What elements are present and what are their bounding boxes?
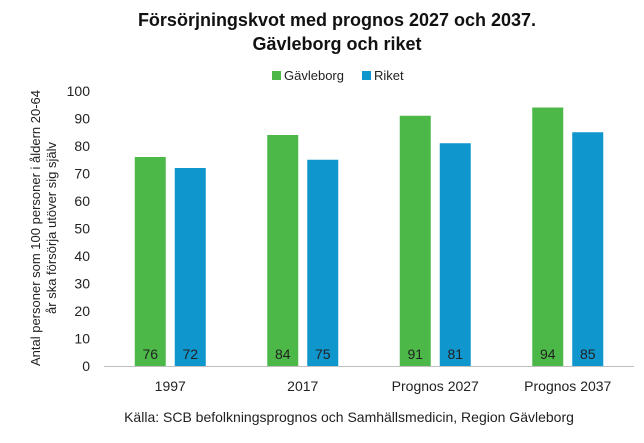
bar-gavleborg-3: [532, 107, 564, 366]
y-axis-ticks: 0 10 20 30 40 50 60 70 80 90 100: [67, 83, 91, 374]
y-tick-label: 60: [74, 193, 90, 209]
bar-value-label: 72: [182, 346, 198, 362]
bar-riket-1: [307, 159, 339, 366]
y-tick-label: 40: [74, 248, 90, 264]
bar-value-label: 75: [315, 346, 331, 362]
bar-value-label: 81: [447, 346, 463, 362]
y-axis-title-line-2: år ska försörja utöver sig själv: [44, 142, 59, 314]
legend-label-riket: Riket: [374, 68, 404, 83]
chart-title-line-1: Försörjningskvot med prognos 2027 och 20…: [138, 10, 536, 30]
bar-value-label: 94: [540, 346, 556, 362]
y-tick-label: 90: [74, 111, 90, 127]
y-tick-label: 50: [74, 221, 90, 237]
chart-title-line-2: Gävleborg och riket: [252, 34, 421, 54]
bar-riket-0: [174, 168, 206, 366]
bar-gavleborg-0: [134, 157, 166, 366]
bar-value-label: 84: [275, 346, 291, 362]
y-axis-title: Antal personer som 100 personer i åldern…: [28, 90, 59, 366]
bar-gavleborg-2: [399, 115, 431, 366]
y-tick-label: 70: [74, 166, 90, 182]
legend-swatch-gavleborg: [272, 71, 281, 80]
bar-riket-3: [572, 132, 604, 366]
x-category-label: 1997: [155, 378, 186, 394]
y-tick-label: 80: [74, 138, 90, 154]
y-axis-title-line-1: Antal personer som 100 personer i åldern…: [28, 90, 43, 366]
y-tick-label: 100: [67, 83, 91, 99]
source-note: Källa: SCB befolkningsprognos och Samhäl…: [124, 409, 574, 425]
x-category-label: 2017: [287, 378, 318, 394]
x-category-label: Prognos 2037: [524, 378, 611, 394]
bar-value-label: 85: [580, 346, 596, 362]
y-tick-label: 30: [74, 276, 90, 292]
legend-label-gavleborg: Gävleborg: [284, 68, 344, 83]
bars: [134, 107, 604, 366]
legend-swatch-riket: [362, 71, 371, 80]
bar-value-label: 91: [407, 346, 423, 362]
bar-riket-2: [439, 143, 471, 366]
legend: Gävleborg Riket: [272, 68, 404, 83]
bar-labels: 76 72 84 75 91 81 94 85: [142, 346, 595, 362]
y-tick-label: 20: [74, 303, 90, 319]
x-axis-labels: 1997 2017 Prognos 2027 Prognos 2037: [155, 378, 612, 394]
bar-value-label: 76: [142, 346, 158, 362]
y-tick-label: 10: [74, 331, 90, 347]
x-category-label: Prognos 2027: [392, 378, 479, 394]
bar-gavleborg-1: [267, 135, 299, 366]
y-tick-label: 0: [82, 358, 90, 374]
